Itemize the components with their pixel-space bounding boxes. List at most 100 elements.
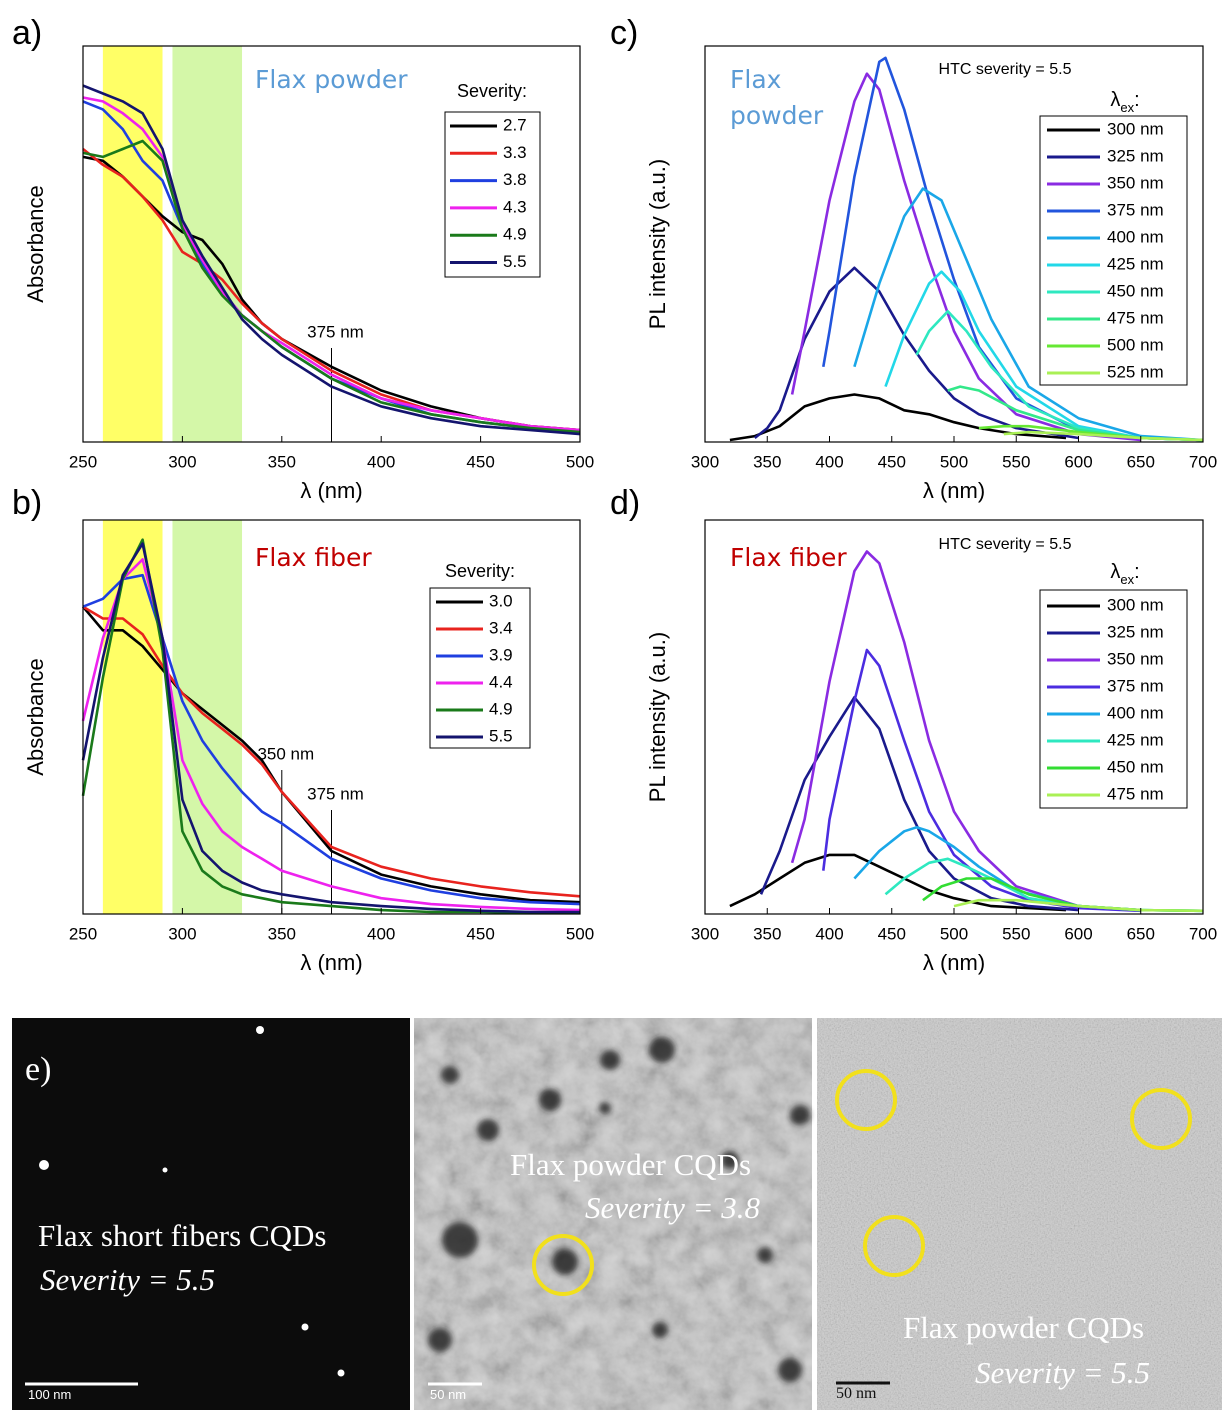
legend-box [444, 111, 541, 278]
x-tick-label: 450 [466, 452, 494, 471]
x-tick-label: 400 [367, 924, 395, 943]
legend-title-subscript: ex [1120, 572, 1134, 587]
legend-label: 300 nm [1107, 595, 1164, 614]
x-tick-label: 350 [268, 924, 296, 943]
legend-label: 2.7 [503, 115, 527, 134]
annotation-text: 375 nm [307, 322, 364, 341]
x-tick-label: 500 [566, 924, 594, 943]
series-line [1003, 430, 1204, 442]
x-tick-label: 500 [940, 452, 968, 471]
x-tick-label: 300 [691, 452, 719, 471]
legend-box [429, 587, 531, 749]
legend-label: 5.5 [489, 726, 513, 745]
image-severity: Severity = 5.5 [975, 1355, 1150, 1390]
x-axis-label: λ (nm) [300, 950, 362, 975]
legend-label: 3.9 [489, 645, 513, 664]
x-axis-label: λ (nm) [923, 478, 985, 503]
x-tick-label: 350 [753, 452, 781, 471]
x-tick-label: 450 [878, 452, 906, 471]
x-tick-label: 300 [168, 924, 196, 943]
series-line [753, 266, 1079, 440]
x-axis-label: λ (nm) [923, 950, 985, 975]
y-axis-label: Absorbance [23, 658, 48, 775]
x-tick-label: 400 [815, 924, 843, 943]
x-tick-label: 400 [815, 452, 843, 471]
x-tick-label: 650 [1127, 924, 1155, 943]
legend-label: 350 nm [1107, 173, 1164, 192]
series-line [729, 853, 1067, 912]
x-tick-label: 300 [691, 924, 719, 943]
micrograph-3: Flax powder CQDs Severity = 5.5 50 nm [817, 1018, 1222, 1410]
legend-label: 4.9 [489, 699, 513, 718]
legend-label: 350 nm [1107, 649, 1164, 668]
annotation-text: 350 nm [257, 744, 314, 763]
series-line [82, 605, 581, 898]
legend-label: 450 nm [1107, 757, 1164, 776]
x-tick-label: 550 [1002, 452, 1030, 471]
legend-label: 325 nm [1107, 622, 1164, 641]
legend-label: 3.3 [503, 143, 527, 162]
legend-label: 475 nm [1107, 308, 1164, 327]
series-line [81, 558, 581, 912]
x-tick-label: 350 [753, 924, 781, 943]
legend-box [1039, 589, 1188, 809]
legend-label: 3.0 [489, 591, 513, 610]
annotation-text: 375 nm [307, 784, 364, 803]
x-tick-label: 350 [268, 452, 296, 471]
note: HTC severity = 5.5 [939, 536, 1072, 553]
plot-frame [82, 519, 581, 915]
panel-label: a) [12, 14, 42, 52]
legend-label: 325 nm [1107, 146, 1164, 165]
x-tick-label: 300 [168, 452, 196, 471]
legend-label: 375 nm [1107, 676, 1164, 695]
legend-title-symbol: λ [1110, 89, 1120, 111]
legend-label: 3.8 [503, 170, 527, 189]
legend-label: 500 nm [1107, 335, 1164, 354]
highlight-band [102, 520, 163, 914]
note: HTC severity = 5.5 [939, 61, 1072, 78]
scale-bar: 50 nm [836, 1385, 877, 1402]
x-tick-label: 250 [69, 924, 97, 943]
panel-title: Flax powder [255, 65, 408, 94]
micrograph-1: e) Flax short fibers CQDs Severity = 5.5… [12, 1018, 410, 1410]
y-axis-label: PL intensity (a.u.) [645, 632, 670, 802]
panel-label: d) [610, 484, 640, 522]
panel-label: c) [610, 14, 638, 52]
x-tick-label: 700 [1189, 452, 1217, 471]
legend-title-symbol: λ [1110, 561, 1120, 583]
legend-box [1039, 115, 1188, 386]
image-title: Flax short fibers CQDs [38, 1218, 326, 1253]
legend-title: Severity: [445, 561, 515, 581]
x-tick-label: 650 [1127, 452, 1155, 471]
legend-label: 450 nm [1107, 281, 1164, 300]
x-tick-label: 450 [466, 924, 494, 943]
x-axis-label: λ (nm) [300, 478, 362, 503]
series-line [790, 72, 1141, 442]
x-tick-label: 550 [1002, 924, 1030, 943]
panel-label: e) [25, 1051, 51, 1088]
legend-label: 4.4 [489, 672, 513, 691]
legend-label: 5.5 [503, 252, 527, 271]
y-axis-label: PL intensity (a.u.) [645, 159, 670, 329]
series-line [790, 550, 1141, 912]
legend-label: 525 nm [1107, 362, 1164, 381]
y-axis-label: Absorbance [23, 185, 48, 302]
legend-title-subscript: ex [1120, 100, 1134, 115]
series-line [82, 605, 581, 904]
x-tick-label: 600 [1064, 452, 1092, 471]
legend-title-tail: : [1134, 89, 1140, 111]
legend-label: 400 nm [1107, 227, 1164, 246]
x-tick-label: 500 [566, 452, 594, 471]
legend-label: 375 nm [1107, 200, 1164, 219]
image-severity: Severity = 3.8 [585, 1190, 760, 1225]
x-tick-label: 600 [1064, 924, 1092, 943]
image-severity: Severity = 5.5 [40, 1262, 215, 1297]
highlight-band [102, 46, 163, 442]
panel-label: b) [12, 484, 42, 522]
legend-title-tail: : [1134, 561, 1140, 583]
x-tick-label: 400 [367, 452, 395, 471]
panel-title: Flax fiber [730, 543, 847, 572]
series-line [953, 898, 1204, 913]
